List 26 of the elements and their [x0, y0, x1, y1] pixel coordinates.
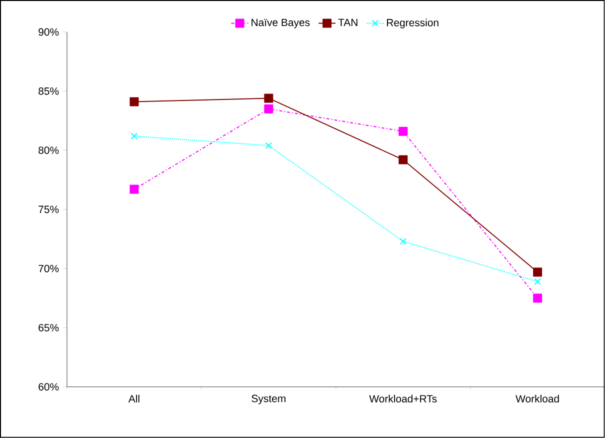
point [130, 184, 139, 194]
y-tick-label: 70% [38, 264, 59, 272]
y-tick-label: 60% [38, 383, 59, 391]
y-tick-label: 90% [38, 28, 59, 36]
point [533, 294, 542, 303]
y-tick-label: 75% [38, 206, 59, 214]
point [400, 238, 406, 245]
legend-label: TAN [338, 18, 358, 26]
y-tick-label: 80% [38, 146, 59, 154]
point [398, 155, 408, 164]
point [265, 142, 272, 149]
x-tick-label: System [252, 394, 286, 404]
point [533, 268, 542, 277]
y-tick-label: 85% [38, 88, 59, 95]
point [534, 278, 541, 285]
legend-label: Naïve Bayes [252, 18, 310, 28]
point [130, 132, 138, 140]
point [398, 126, 408, 136]
legend-label: Regression [387, 18, 438, 28]
y-tick-label: 65% [38, 324, 59, 332]
point [264, 104, 274, 114]
x-tick-label: Workload+RTs [369, 394, 437, 403]
point [130, 97, 139, 106]
x-tick-label: Workload [516, 394, 559, 403]
point [264, 94, 274, 103]
x-tick-label: All [128, 394, 140, 402]
